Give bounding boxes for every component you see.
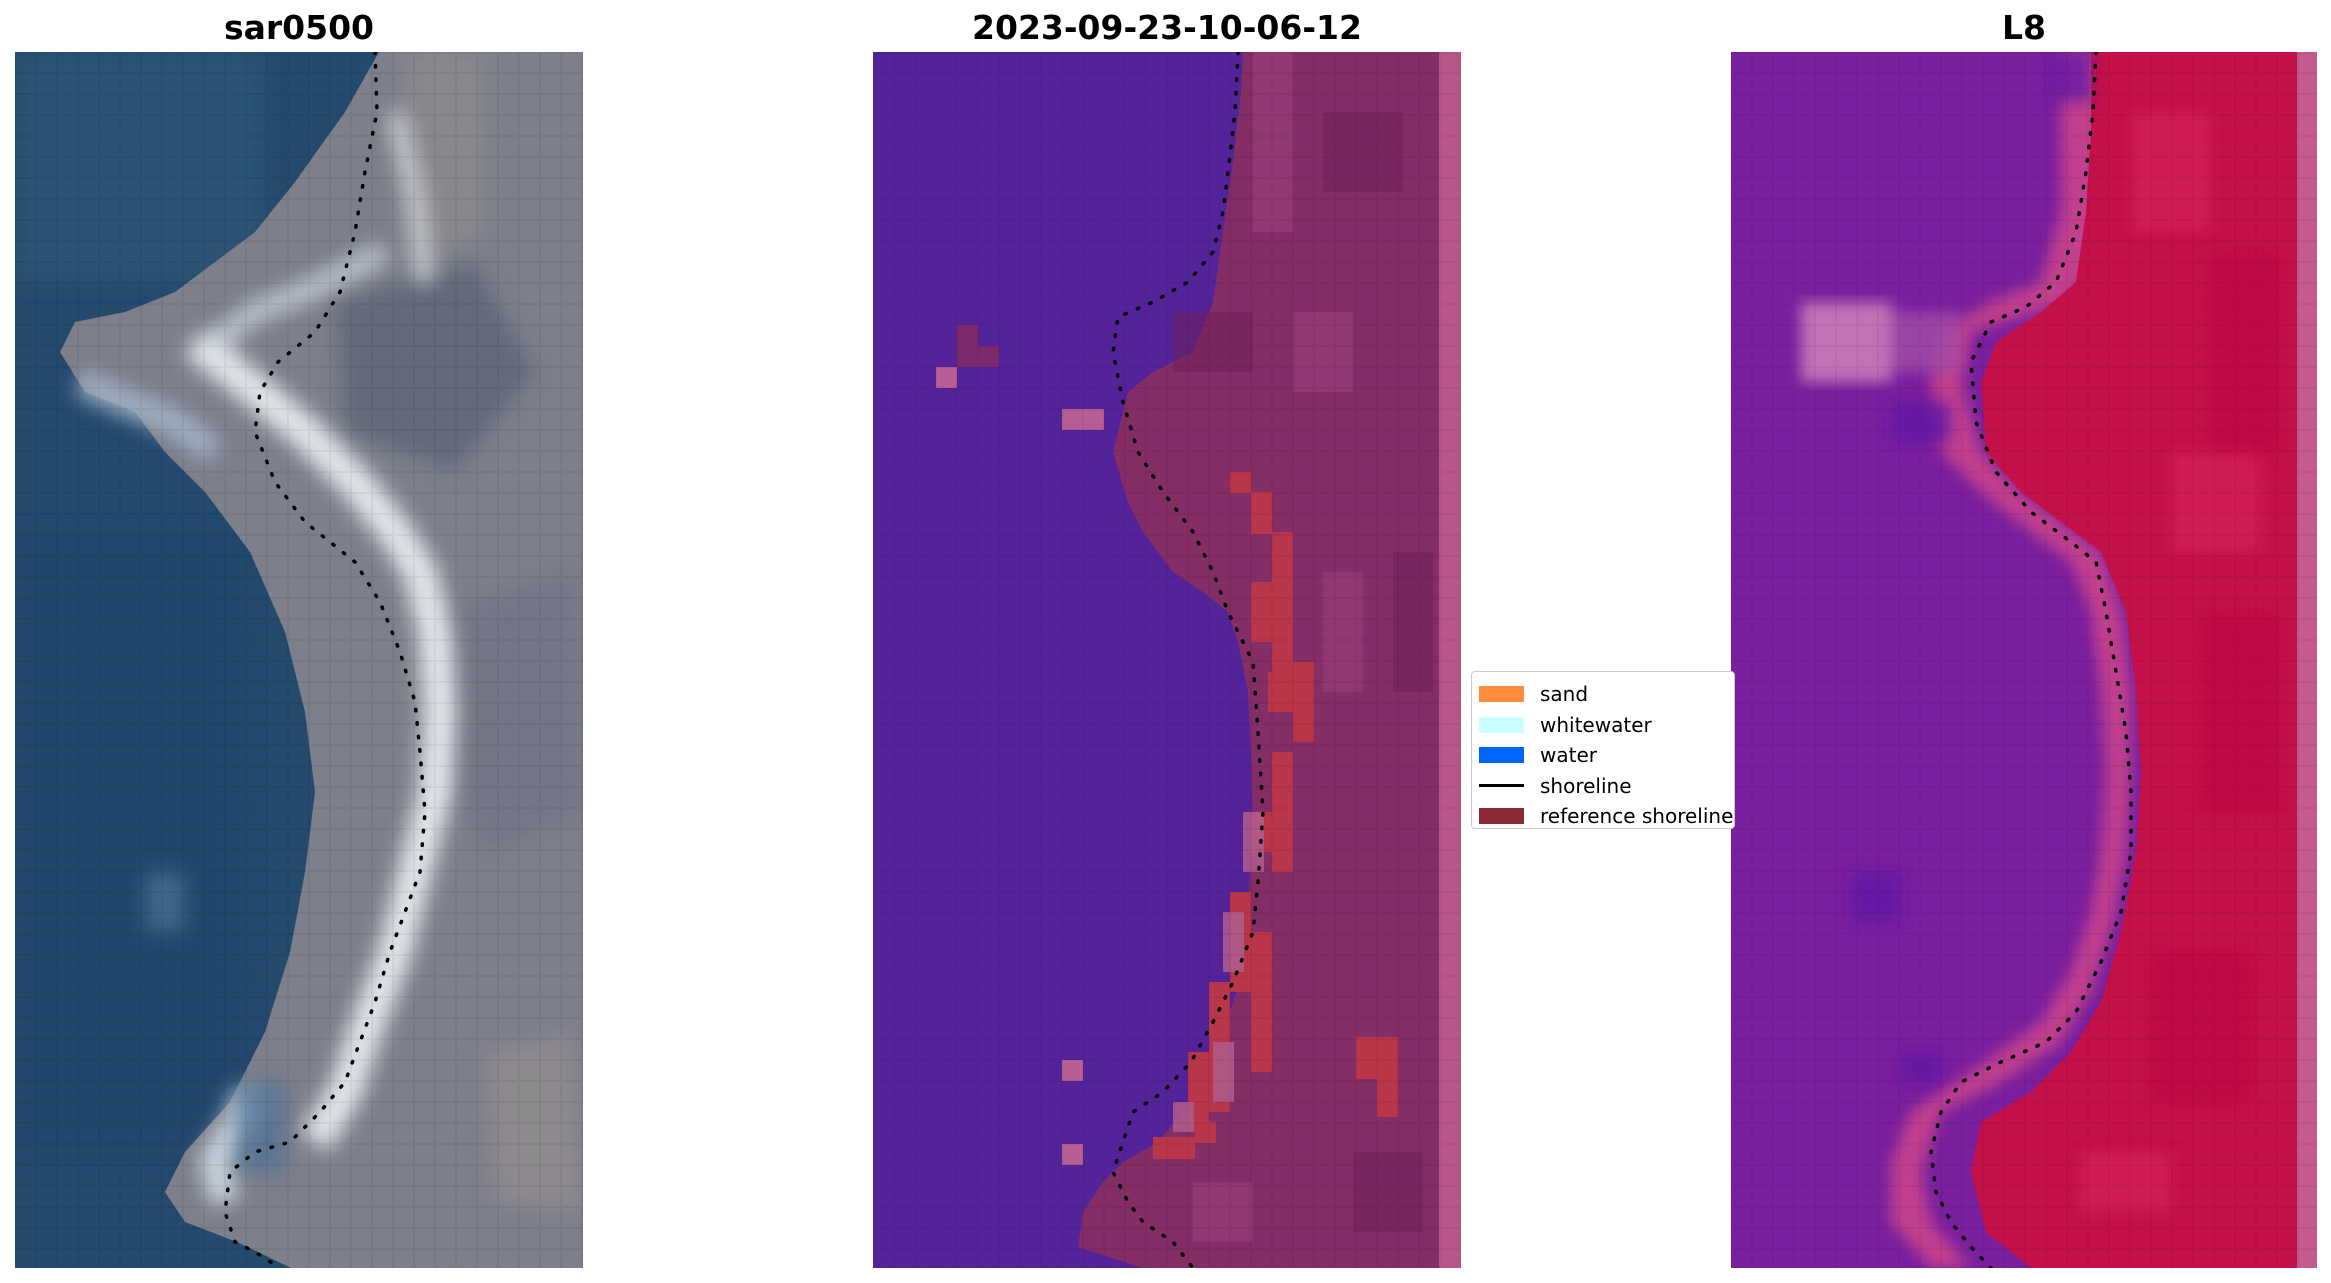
legend-item-sand: sand xyxy=(1479,679,1734,710)
panel-title-sar0500: sar0500 xyxy=(223,8,375,47)
legend-label-shoreline: shoreline xyxy=(1540,773,1632,798)
shoreline-dotted xyxy=(223,52,427,1268)
reference-shoreline-swatch xyxy=(1479,808,1524,825)
shoreline-line-swatch xyxy=(1479,784,1524,788)
legend-label-sand: sand xyxy=(1540,682,1589,707)
index-image xyxy=(1731,52,2317,1268)
water-swatch xyxy=(1479,747,1524,764)
classified-image xyxy=(873,52,1461,1268)
legend-label-whitewater: whitewater xyxy=(1540,712,1652,737)
legend-label-water: water xyxy=(1540,743,1597,768)
legend: sand whitewater water shoreline referenc… xyxy=(1471,671,1735,829)
sand-swatch xyxy=(1479,686,1524,703)
legend-label-reference-shoreline: reference shoreline xyxy=(1540,804,1734,829)
legend-item-whitewater: whitewater xyxy=(1479,710,1734,741)
legend-item-reference-shoreline: reference shoreline xyxy=(1479,801,1734,832)
whitewater-swatch xyxy=(1479,716,1524,733)
panel-title-l8: L8 xyxy=(2002,8,2046,47)
panel-title-date: 2023-09-23-10-06-12 xyxy=(972,8,1362,47)
legend-item-shoreline: shoreline xyxy=(1479,771,1734,802)
rgb-satellite-image xyxy=(15,52,583,1268)
legend-item-water: water xyxy=(1479,740,1734,771)
